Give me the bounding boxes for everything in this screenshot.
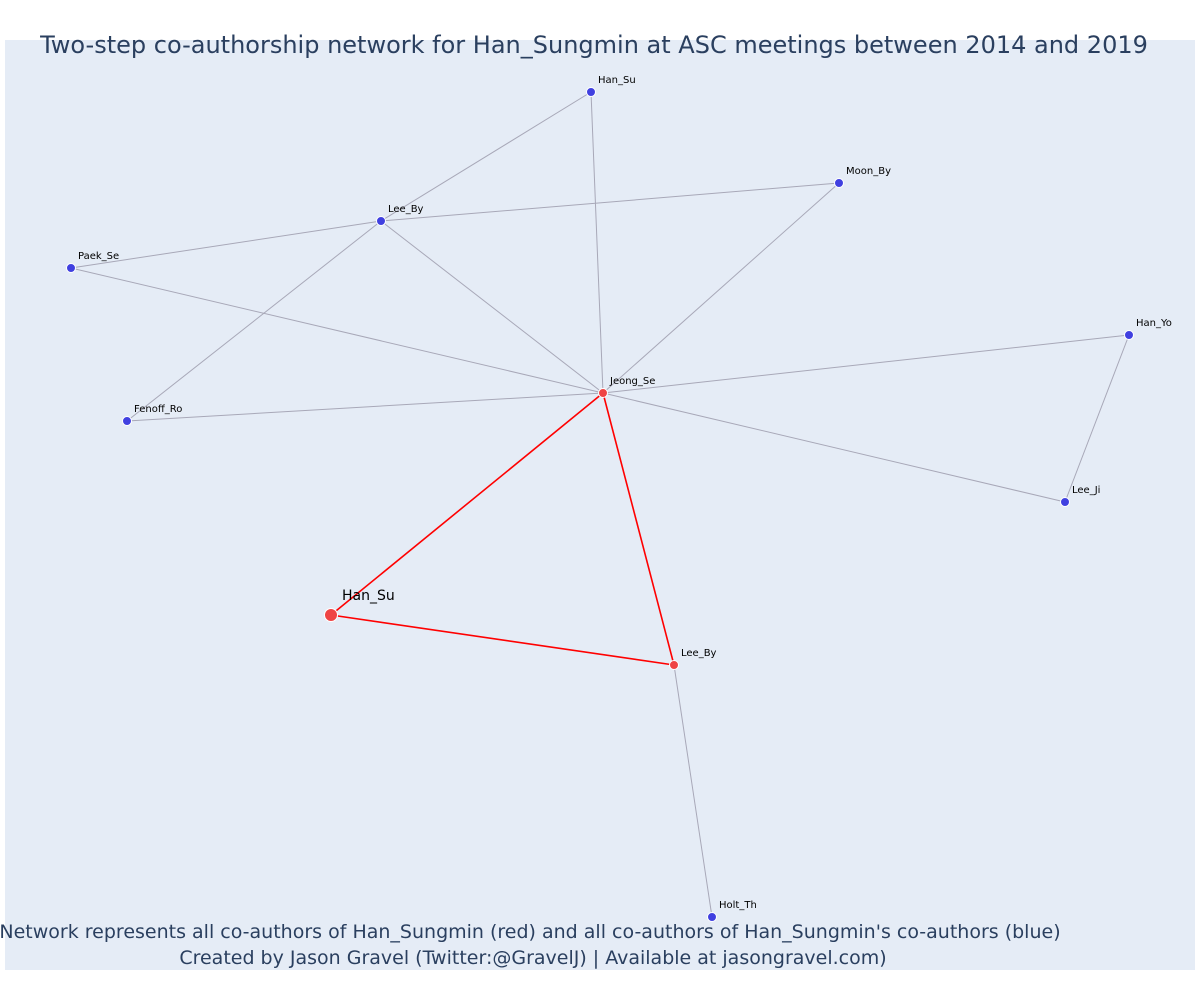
node-n_hanyo[interactable] (1124, 330, 1134, 340)
node-label-n_fenoff: Fenoff_Ro (134, 404, 182, 415)
edge-n_jeong-n_hanyo (602, 334, 1130, 394)
plot-background (5, 40, 1195, 970)
edge-n_leeby1-n_fenoff (126, 220, 382, 422)
edge-n_jeong-n_paek (70, 267, 604, 394)
edge-n_ego-n_jeong (330, 392, 604, 616)
labels-layer: Han_Su Jeong_Se Lee_By Han_Su Moon_By Lee_By P… (78, 75, 1172, 911)
node-n_ego[interactable] (324, 608, 338, 622)
node-label-n_holt: Holt_Th (719, 900, 757, 911)
edge-n_jeong-n_leeby1 (380, 220, 604, 394)
node-n_fenoff[interactable] (122, 416, 132, 426)
node-label-n_hanyo: Han_Yo (1136, 318, 1172, 329)
node-n_paek[interactable] (66, 263, 76, 273)
node-label-n_hansu2: Han_Su (598, 75, 636, 86)
node-label-n_paek: Paek_Se (78, 251, 119, 262)
edge-n_leeby1-n_hansu2 (380, 91, 592, 222)
edges-layer (70, 91, 1130, 918)
edge-n_hanyo-n_leeji (1064, 334, 1130, 503)
node-label-n_ego: Han_Su (342, 588, 395, 604)
node-n_jeong[interactable] (598, 388, 608, 398)
node-label-n_leeby2: Lee_By (681, 648, 717, 659)
caption-line-2: Created by Jason Gravel (Twitter:@Gravel… (179, 947, 886, 969)
node-label-n_leeji: Lee_Ji (1072, 485, 1100, 496)
edge-n_leeby1-n_moon (380, 182, 840, 222)
edge-n_leeby2-n_holt (673, 664, 713, 918)
caption-line-1: Network represents all co-authors of Han… (0, 921, 1061, 943)
node-label-n_moon: Moon_By (846, 166, 891, 177)
node-n_holt[interactable] (707, 912, 717, 922)
chart-title: Two-step co-authorship network for Han_S… (39, 31, 1148, 59)
node-n_leeby1[interactable] (376, 216, 386, 226)
edge-n_ego-n_leeby2 (330, 614, 675, 666)
edge-n_jeong-n_hansu2 (590, 91, 604, 394)
node-n_leeby2[interactable] (669, 660, 679, 670)
node-n_leeji[interactable] (1060, 497, 1070, 507)
node-label-n_jeong: Jeong_Se (609, 376, 655, 387)
edge-n_jeong-n_moon (602, 182, 840, 394)
edge-n_leeby1-n_paek (70, 220, 382, 269)
edge-n_jeong-n_fenoff (126, 392, 604, 422)
edge-n_jeong-n_leeby2 (602, 392, 675, 666)
nodes-layer (66, 87, 1134, 922)
node-n_moon[interactable] (834, 178, 844, 188)
node-n_hansu2[interactable] (586, 87, 596, 97)
node-label-n_leeby1: Lee_By (388, 204, 424, 215)
edge-n_jeong-n_leeji (602, 392, 1066, 503)
